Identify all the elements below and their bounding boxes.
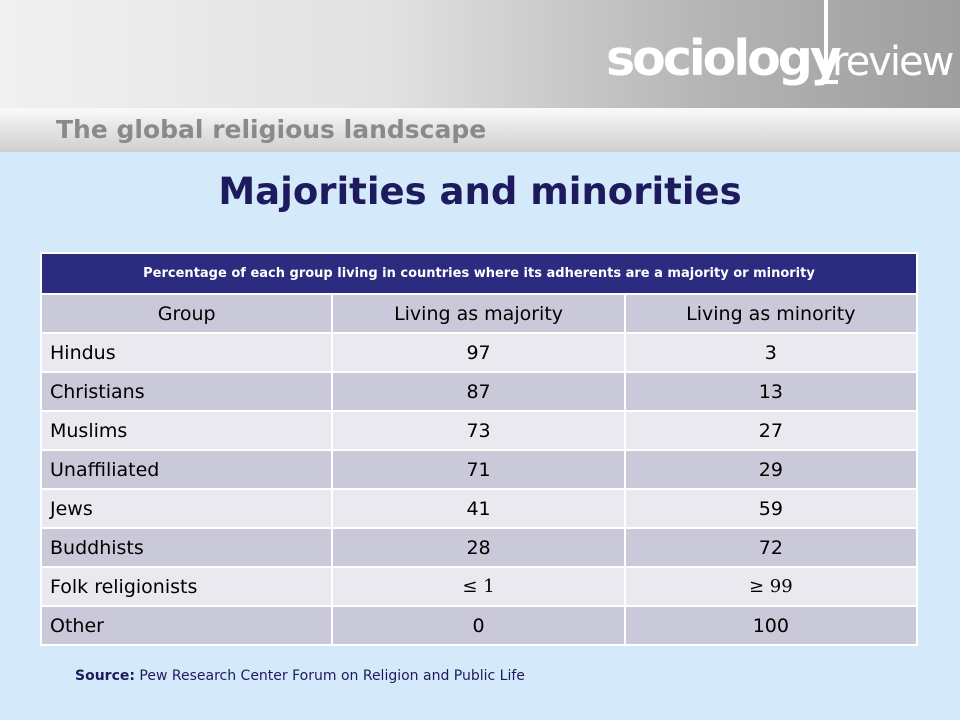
majority-cell: 97 [331, 332, 626, 373]
group-cell: Muslims [39, 410, 334, 451]
table-row: Jews 41 59 [39, 488, 919, 529]
group-cell: Christians [39, 371, 334, 412]
table-row: Buddhists 28 72 [39, 527, 919, 568]
table-row: Christians 87 13 [39, 371, 919, 412]
logo-divider [824, 0, 828, 84]
column-header-minority: Living as minority [623, 293, 919, 334]
group-cell: Hindus [39, 332, 334, 373]
table-row: Hindus 97 3 [39, 332, 919, 373]
table-row: Muslims 73 27 [39, 410, 919, 451]
majority-cell: 87 [331, 371, 626, 412]
minority-cell: 27 [623, 410, 919, 451]
logo-word-sociology: sociology [606, 30, 842, 87]
minority-cell: 13 [623, 371, 919, 412]
source-label: Source: [75, 668, 135, 684]
minority-cell: 3 [623, 332, 919, 373]
column-header-group: Group [39, 293, 334, 334]
majority-cell: ≤ 1 [331, 566, 626, 607]
group-cell: Jews [39, 488, 334, 529]
logo-divider-foot [824, 80, 838, 84]
subtitle-band [0, 108, 960, 152]
group-cell: Folk religionists [39, 566, 334, 607]
table-row: Folk religionists ≤ 1 ≥ 99 [39, 566, 919, 607]
majority-cell: 28 [331, 527, 626, 568]
table-row: Other 0 100 [39, 605, 919, 646]
group-cell: Unaffiliated [39, 449, 334, 490]
table-caption: Percentage of each group living in count… [40, 252, 918, 295]
minority-cell: 100 [623, 605, 919, 646]
source-note: Source: Pew Research Center Forum on Rel… [75, 668, 525, 684]
data-table: Percentage of each group living in count… [39, 252, 919, 646]
page-title: Majorities and minorities [218, 170, 742, 213]
minority-cell: 72 [623, 527, 919, 568]
majority-cell: 0 [331, 605, 626, 646]
majority-cell: 73 [331, 410, 626, 451]
section-title: The global religious landscape [56, 115, 487, 144]
minority-cell: 59 [623, 488, 919, 529]
source-text: Pew Research Center Forum on Religion an… [139, 668, 525, 684]
minority-cell: 29 [623, 449, 919, 490]
table-header-row: Group Living as majority Living as minor… [39, 293, 919, 334]
majority-cell: 71 [331, 449, 626, 490]
column-header-majority: Living as majority [331, 293, 626, 334]
minority-cell: ≥ 99 [623, 566, 919, 607]
logo-word-review: review [832, 39, 954, 85]
group-cell: Buddhists [39, 527, 334, 568]
header-band [0, 0, 960, 108]
group-cell: Other [39, 605, 334, 646]
table-row: Unaffiliated 71 29 [39, 449, 919, 490]
majority-cell: 41 [331, 488, 626, 529]
